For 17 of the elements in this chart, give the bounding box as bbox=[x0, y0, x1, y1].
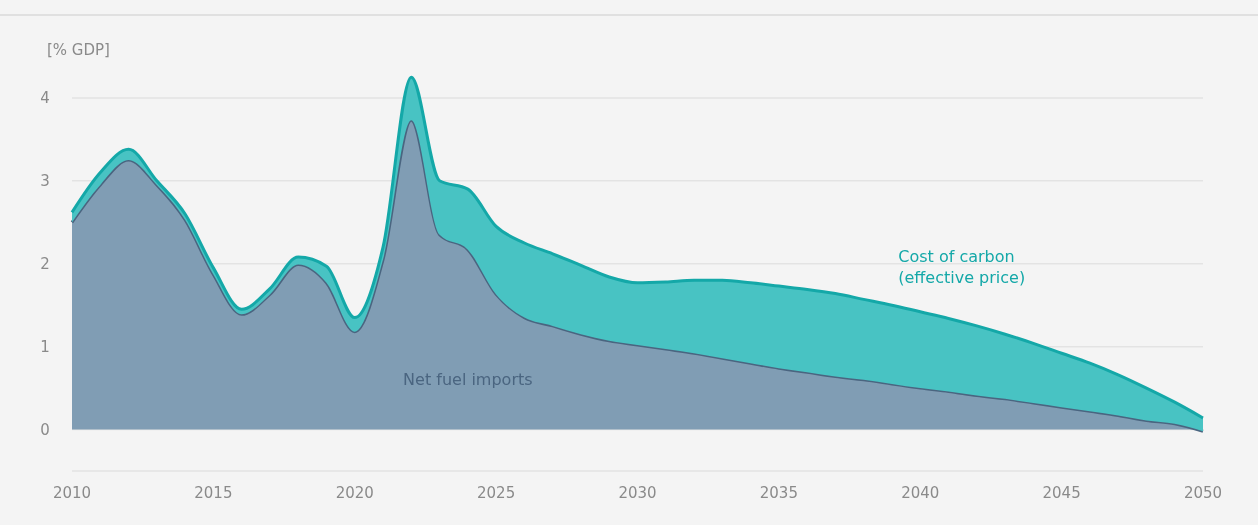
x-tick-label: 2040 bbox=[901, 484, 940, 502]
y-tick-label: 3 bbox=[40, 172, 50, 191]
x-tick-label: 2030 bbox=[618, 484, 657, 502]
x-tick-label: 2020 bbox=[335, 484, 374, 502]
y-tick-label: 4 bbox=[40, 89, 50, 108]
y-tick-label: 0 bbox=[40, 420, 50, 439]
x-tick-label: 2025 bbox=[477, 484, 516, 502]
x-tick-label: 2035 bbox=[759, 484, 798, 502]
y-axis-title: [% GDP] bbox=[47, 40, 110, 59]
x-tick-label: 2010 bbox=[52, 484, 92, 502]
series-label: Net fuel imports bbox=[403, 369, 533, 389]
x-tick-label: 2015 bbox=[194, 484, 233, 502]
series-label: Cost of carbon (effective price) bbox=[898, 246, 1026, 287]
x-tick-label: 2050 bbox=[1183, 484, 1223, 502]
y-tick-label: 1 bbox=[40, 337, 50, 356]
x-tick-label: 2045 bbox=[1042, 484, 1081, 502]
y-tick-label: 2 bbox=[40, 254, 50, 273]
